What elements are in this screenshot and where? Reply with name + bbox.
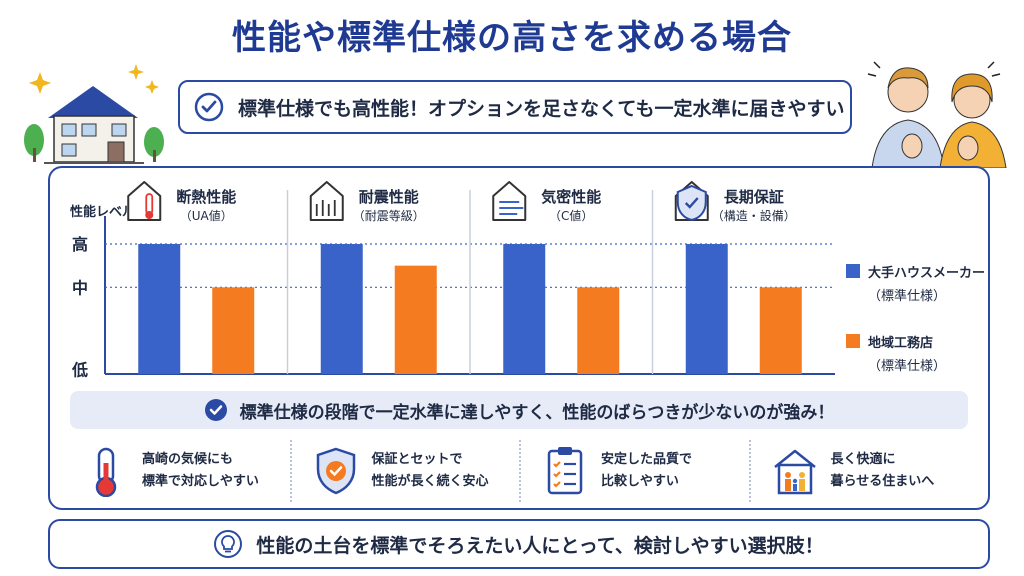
check-circle-icon <box>194 92 224 122</box>
subtitle-box: 標準仕様でも高性能！オプションを足さなくても一定水準に届きやすい <box>178 80 852 134</box>
category-label: 耐震性能 <box>359 188 419 206</box>
thermometer-icon <box>95 447 117 497</box>
legend-item-major-maker: 大手ハウスメーカー （標準仕様） <box>846 262 986 304</box>
y-tick-label: 中 <box>72 278 88 297</box>
feature-item: 安定した品質で 比較しやすい <box>521 440 751 502</box>
legend-sublabel: （標準仕様） <box>868 289 947 304</box>
strength-text: 標準仕様の段階で一定水準に達しやすく、性能のばらつきが少ないのが強み！ <box>239 402 835 423</box>
feature-item: 保証とセットで性能が長く続く安心 <box>292 440 521 502</box>
category-label: 断熱性能 <box>176 188 236 206</box>
bar-local-builder <box>394 265 437 374</box>
feature-line: 安定した品質で <box>601 452 693 467</box>
legend-label: 地域工務店 <box>868 336 934 351</box>
bar-major-maker <box>138 244 181 374</box>
feature-item: 長く快適に暮らせる住まいへ <box>751 440 979 502</box>
house-earthquake-icon <box>309 181 344 221</box>
shield-heart-icon <box>316 447 355 495</box>
feature-line: 保証とセットで <box>371 452 463 467</box>
bar-major-maker <box>320 244 363 374</box>
bar-major-maker <box>685 244 728 374</box>
category-label: 気密性能 <box>541 188 601 206</box>
legend-label: 大手ハウスメーカー <box>868 266 986 281</box>
feature-line: 高崎の気候にも <box>142 452 234 467</box>
bar-major-maker <box>503 244 546 374</box>
bar-local-builder <box>759 287 802 374</box>
feature-list: 高崎の気候にも標準で対応しやすい 保証とセットで性能が長く続く安心 安定した品質… <box>62 440 978 502</box>
house-airflow-icon <box>492 181 527 221</box>
category-sublabel: （構造・設備） <box>712 208 796 223</box>
page-title: 性能や標準仕様の高さを求める場合 <box>232 18 792 58</box>
shield-check-icon <box>674 181 709 222</box>
chart-legend: 大手ハウスメーカー （標準仕様） 地域工務店 （標準仕様） <box>846 262 986 402</box>
check-circle-icon <box>204 399 227 421</box>
strength-strip: 標準仕様の段階で一定水準に達しやすく、性能のばらつきが少ないのが強み！ <box>70 391 968 429</box>
house-thermometer-icon <box>127 181 162 221</box>
y-tick-label: 高 <box>72 235 88 254</box>
legend-swatch-blue <box>846 264 860 278</box>
family-house-icon <box>773 449 816 495</box>
y-axis-label: 性能レベル <box>70 204 135 220</box>
legend-swatch-orange <box>846 334 860 348</box>
conclusion-text: 性能の土台を標準でそろえたい人にとって、検討しやすい選択肢！ <box>256 534 824 557</box>
bar-local-builder <box>577 287 620 374</box>
feature-item: 高崎の気候にも標準で対応しやすい <box>62 440 292 502</box>
subtitle-text: 標準仕様でも高性能！オプションを足さなくても一定水準に届きやすい <box>238 97 845 120</box>
feature-line: 長く快適に <box>830 452 896 467</box>
feature-line: 性能が長く続く安心 <box>371 474 489 489</box>
legend-sublabel: （標準仕様） <box>868 359 947 374</box>
house-illustration <box>24 64 164 164</box>
feature-line: 比較しやすい <box>601 474 679 489</box>
category-sublabel: （UA値） <box>180 208 233 223</box>
bar-local-builder <box>212 287 255 374</box>
feature-line: 暮らせる住まいへ <box>830 474 935 489</box>
category-sublabel: （耐震等級） <box>353 209 425 223</box>
conclusion-box: 性能の土台を標準でそろえたい人にとって、検討しやすい選択肢！ <box>48 519 990 569</box>
legend-item-local-builder: 地域工務店 （標準仕様） <box>846 332 986 374</box>
checklist-icon <box>547 447 583 495</box>
couple-illustration <box>867 61 1007 168</box>
category-label: 長期保証 <box>724 188 784 206</box>
feature-line: 標準で対応しやすい <box>142 474 259 489</box>
y-tick-label: 低 <box>71 361 88 380</box>
category-sublabel: （C値） <box>549 208 593 223</box>
lightbulb-icon <box>214 530 243 558</box>
